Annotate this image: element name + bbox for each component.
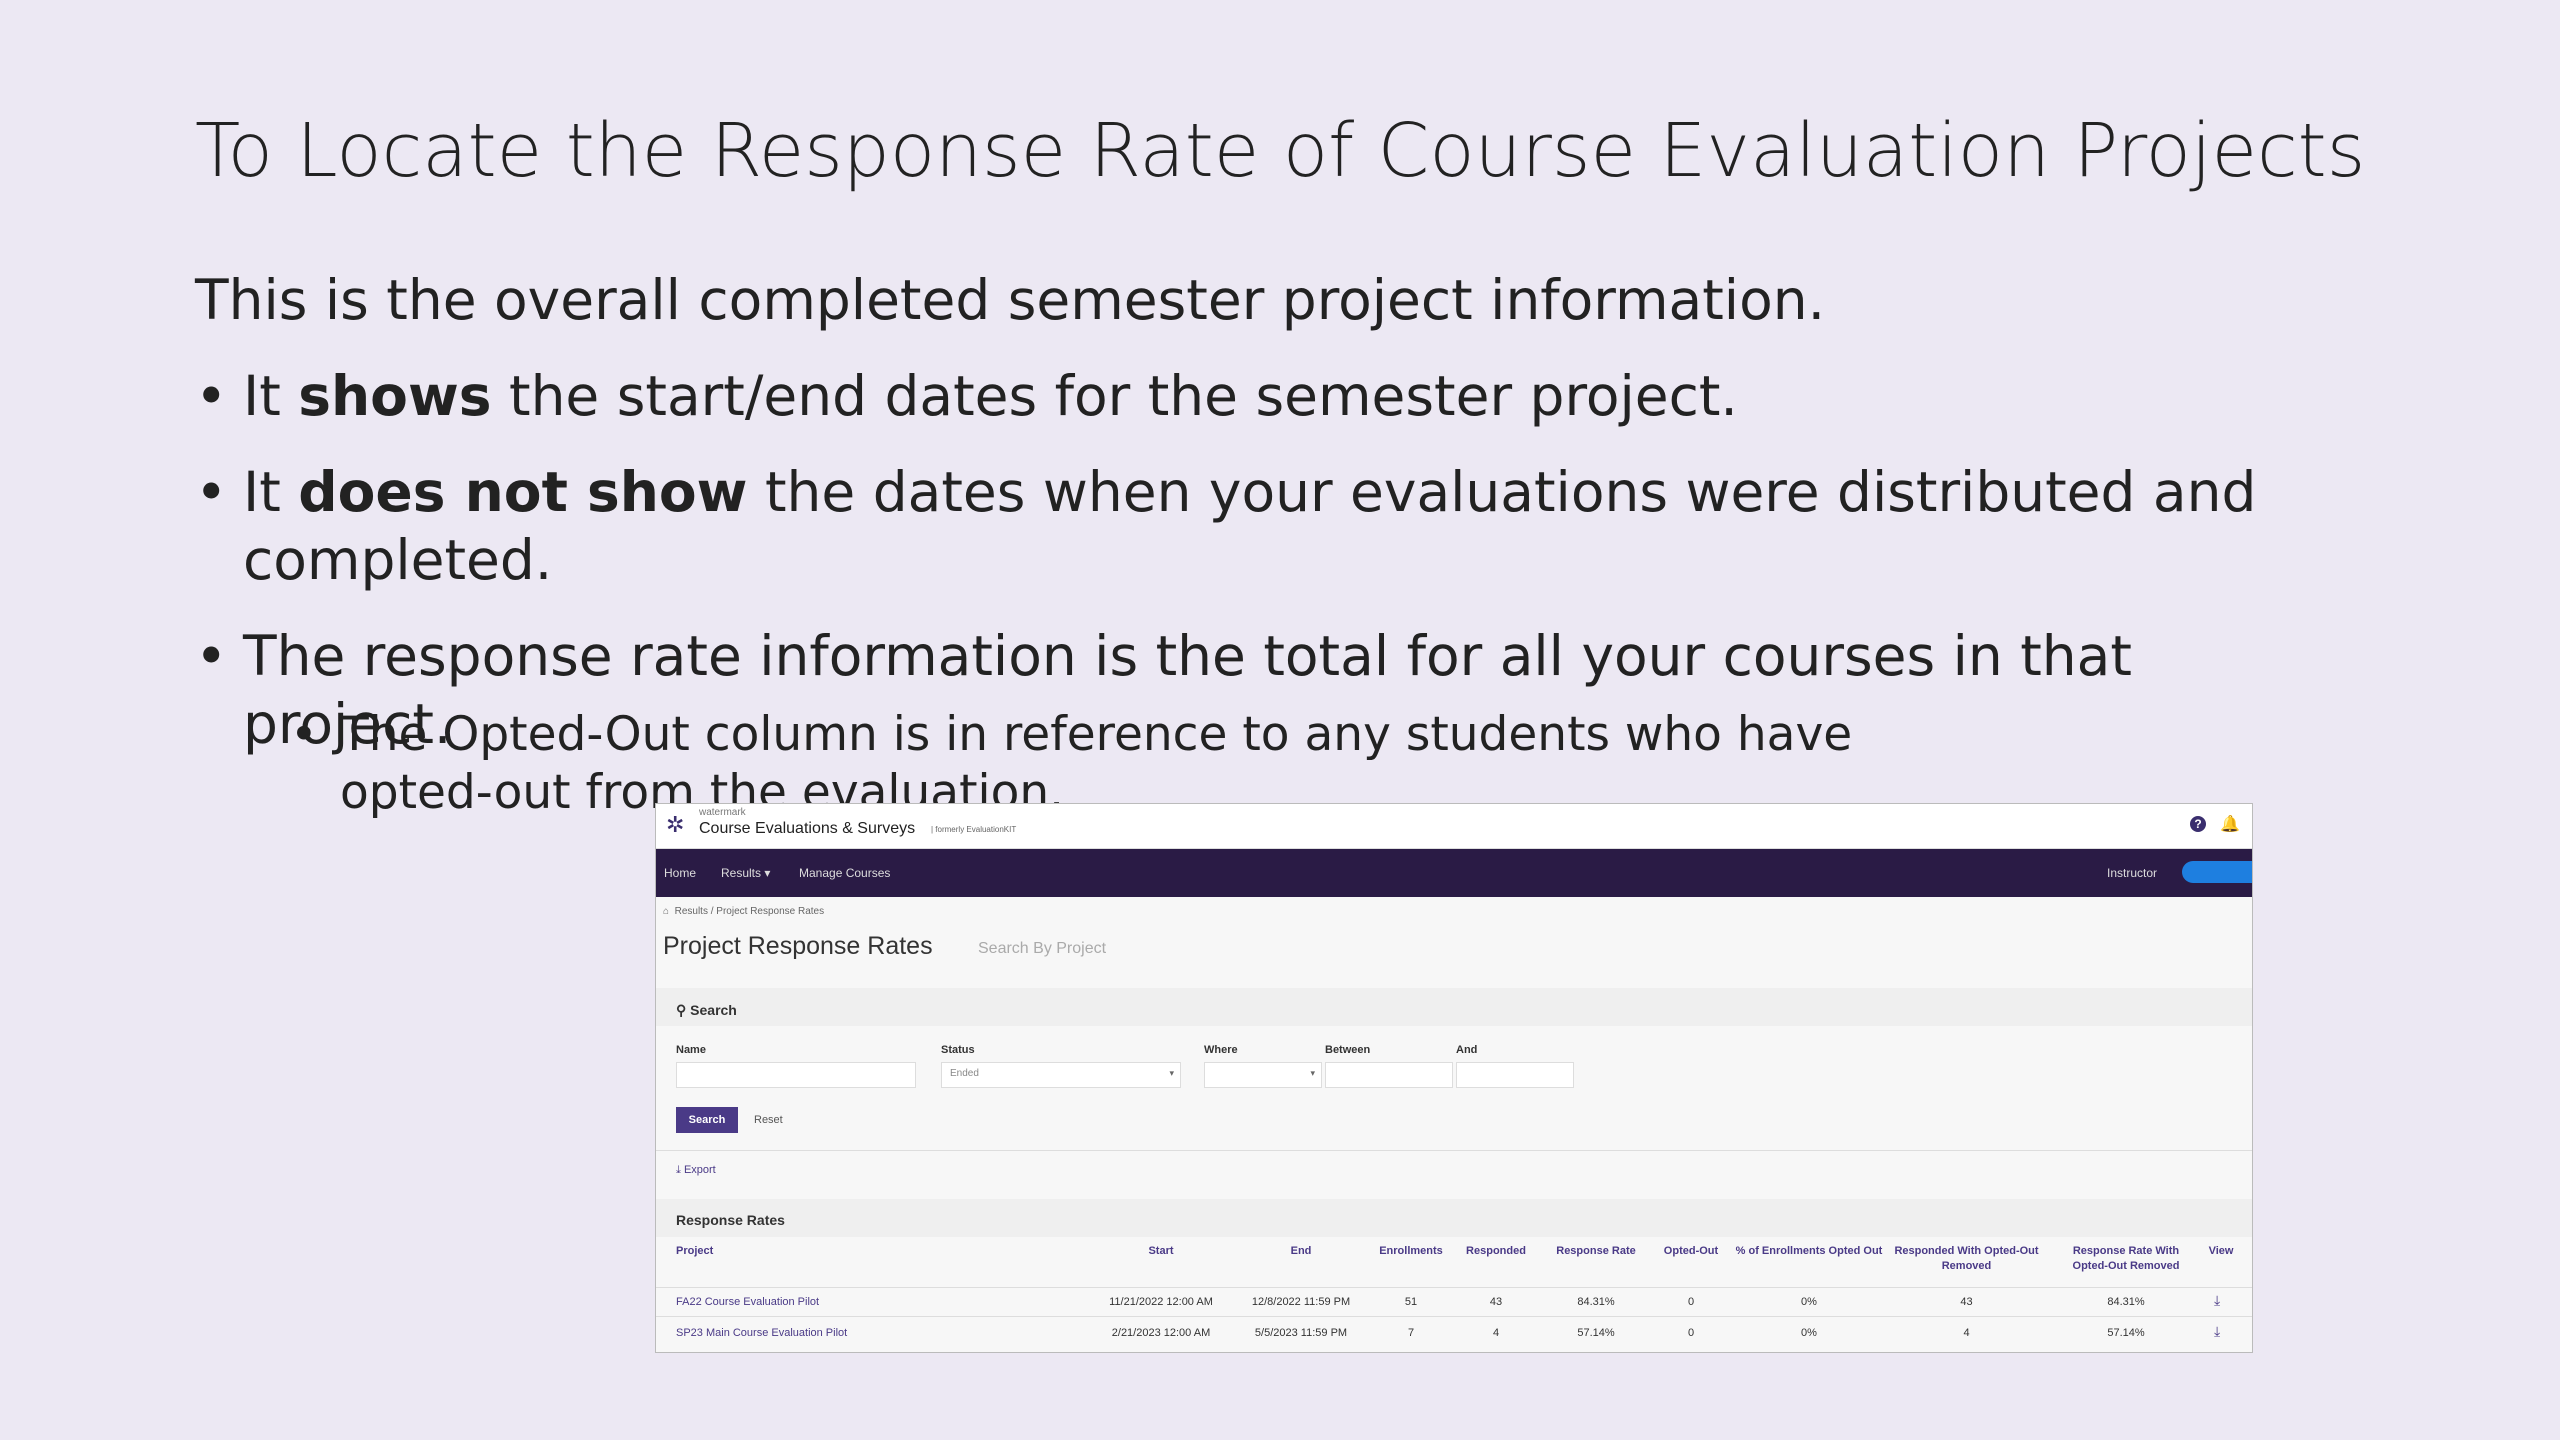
response-rate-cell: 57.14% xyxy=(1577,1327,1615,1339)
pct-opted-out-cell: 0% xyxy=(1801,1296,1817,1308)
watermark-logo-icon: ✲ xyxy=(666,812,685,837)
and-label: And xyxy=(1456,1044,1478,1056)
page-title: Project Response Rates xyxy=(663,932,933,960)
reset-button[interactable]: Reset xyxy=(754,1114,783,1126)
where-select[interactable]: ▾ xyxy=(1204,1062,1322,1088)
col-pct-opted-out[interactable]: % of Enrollments Opted Out xyxy=(1735,1245,1883,1257)
nav-bar: Home Results ▾ Manage Courses Instructor xyxy=(656,849,2252,897)
rate-removed-cell: 84.31% xyxy=(2107,1296,2145,1308)
rate-removed-cell: 57.14% xyxy=(2107,1327,2145,1339)
and-input[interactable] xyxy=(1456,1062,1574,1088)
bullet-list: It shows the start/end dates for the sem… xyxy=(195,362,2295,786)
responded-cell: 4 xyxy=(1492,1327,1500,1339)
col-start[interactable]: Start xyxy=(1148,1245,1174,1257)
user-menu-button[interactable] xyxy=(2182,861,2252,883)
col-view[interactable]: View xyxy=(2208,1245,2234,1257)
brand-name: Course Evaluations & Surveys xyxy=(699,820,916,837)
chevron-down-icon: ▾ xyxy=(1169,1068,1174,1078)
col-project[interactable]: Project xyxy=(676,1245,714,1257)
pct-opted-out-cell: 0% xyxy=(1801,1327,1817,1339)
opted-out-cell: 0 xyxy=(1687,1327,1695,1339)
nav-manage-courses[interactable]: Manage Courses xyxy=(799,866,891,880)
download-icon[interactable]: ⤓ xyxy=(2214,1323,2221,1339)
app-header: ✲ watermark Course Evaluations & Surveys… xyxy=(656,804,2252,849)
bell-icon[interactable]: 🔔 xyxy=(2220,816,2240,833)
bullet-shows: It shows the start/end dates for the sem… xyxy=(195,362,2295,430)
search-panel-header xyxy=(656,988,2252,1026)
name-input[interactable] xyxy=(676,1062,916,1088)
responded-removed-cell: 4 xyxy=(1963,1327,1970,1339)
nav-home[interactable]: Home xyxy=(664,866,697,880)
col-enrollments[interactable]: Enrollments xyxy=(1379,1245,1443,1257)
end-cell: 12/8/2022 11:59 PM xyxy=(1251,1296,1351,1308)
project-link[interactable]: FA22 Course Evaluation Pilot xyxy=(676,1296,820,1308)
export-link[interactable]: ⤓ Export xyxy=(676,1164,716,1176)
brand-small: watermark xyxy=(699,807,746,818)
status-select[interactable]: Ended ▾ xyxy=(941,1062,1181,1088)
response-rate-cell: 84.31% xyxy=(1577,1296,1615,1308)
home-icon[interactable]: ⌂ xyxy=(663,906,670,917)
response-rates-header xyxy=(656,1199,2252,1237)
chevron-down-icon: ▾ xyxy=(1310,1068,1315,1078)
help-icon[interactable]: ? xyxy=(2190,816,2206,832)
search-button[interactable]: Search xyxy=(676,1107,738,1133)
enrollments-cell: 51 xyxy=(1404,1296,1418,1308)
nav-user-role[interactable]: Instructor xyxy=(2106,866,2157,880)
col-opted-out[interactable]: Opted-Out xyxy=(1663,1245,1719,1257)
start-cell: 2/21/2023 12:00 AM xyxy=(1111,1327,1211,1339)
col-responded-removed[interactable]: Responded With Opted-Out Removed xyxy=(1894,1245,2039,1272)
download-icon: ⤓ xyxy=(676,1164,681,1176)
project-link[interactable]: SP23 Main Course Evaluation Pilot xyxy=(676,1327,848,1339)
responded-cell: 43 xyxy=(1489,1296,1503,1308)
page-subtitle: Search By Project xyxy=(978,940,1107,957)
col-end[interactable]: End xyxy=(1290,1245,1312,1257)
download-icon[interactable]: ⤓ xyxy=(2214,1292,2221,1308)
responded-removed-cell: 43 xyxy=(1960,1296,1973,1308)
opted-out-cell: 0 xyxy=(1687,1296,1695,1308)
col-response-rate[interactable]: Response Rate xyxy=(1556,1245,1636,1257)
bullet-response-rate: The response rate information is the tot… xyxy=(195,622,2295,758)
response-rates-heading: Response Rates xyxy=(676,1212,785,1228)
brand-subtitle: | formerly EvaluationKIT xyxy=(931,825,1017,834)
embedded-screenshot: ✲ watermark Course Evaluations & Surveys… xyxy=(655,803,2253,1353)
slide-intro: This is the overall completed semester p… xyxy=(195,268,1826,332)
col-rate-removed[interactable]: Response Rate With Opted-Out Removed xyxy=(2072,1245,2180,1272)
name-label: Name xyxy=(676,1044,706,1056)
search-icon: ⚲ xyxy=(676,1002,687,1018)
nav-results[interactable]: Results ▾ xyxy=(721,866,771,880)
status-label: Status xyxy=(941,1044,975,1056)
end-cell: 5/5/2023 11:59 PM xyxy=(1254,1327,1348,1339)
enrollments-cell: 7 xyxy=(1407,1327,1415,1339)
between-label: Between xyxy=(1325,1044,1371,1056)
start-cell: 11/21/2022 12:00 AM xyxy=(1109,1296,1213,1308)
breadcrumb: ⌂ Results / Project Response Rates xyxy=(663,906,825,917)
search-heading: ⚲ Search xyxy=(676,1002,737,1018)
where-label: Where xyxy=(1204,1044,1238,1056)
between-input[interactable] xyxy=(1325,1062,1453,1088)
col-responded[interactable]: Responded xyxy=(1466,1245,1526,1257)
bullet-does-not-show: It does not show the dates when your eva… xyxy=(195,458,2295,594)
slide-title: To Locate the Response Rate of Course Ev… xyxy=(195,108,2366,194)
